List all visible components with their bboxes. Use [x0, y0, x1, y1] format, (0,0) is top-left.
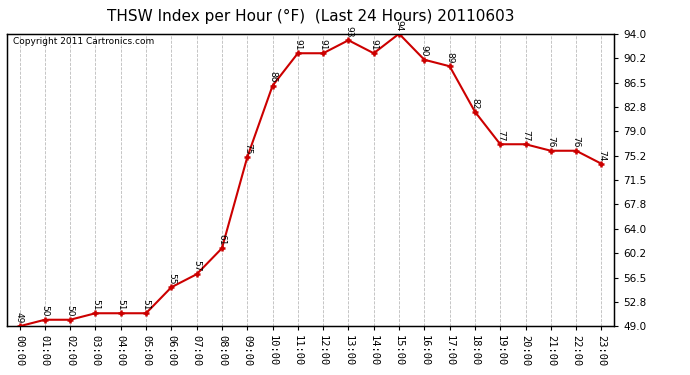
Text: 50: 50 [66, 306, 75, 317]
Text: 77: 77 [495, 130, 505, 141]
Text: 61: 61 [217, 234, 226, 246]
Text: 82: 82 [471, 98, 480, 109]
Text: 77: 77 [521, 130, 530, 141]
Text: 91: 91 [293, 39, 302, 51]
Text: 51: 51 [116, 299, 126, 310]
Text: 57: 57 [192, 260, 201, 272]
Text: Copyright 2011 Cartronics.com: Copyright 2011 Cartronics.com [13, 37, 155, 46]
Text: 93: 93 [344, 26, 353, 38]
Text: 74: 74 [597, 150, 606, 161]
Text: 49: 49 [15, 312, 24, 324]
Text: 51: 51 [91, 299, 100, 310]
Text: 76: 76 [546, 136, 555, 148]
Text: 55: 55 [167, 273, 176, 285]
Text: 51: 51 [141, 299, 150, 310]
Text: 50: 50 [40, 306, 50, 317]
Text: 90: 90 [420, 45, 429, 57]
Text: 94: 94 [395, 20, 404, 31]
Text: 91: 91 [319, 39, 328, 51]
Text: 86: 86 [268, 72, 277, 83]
Text: THSW Index per Hour (°F)  (Last 24 Hours) 20110603: THSW Index per Hour (°F) (Last 24 Hours)… [107, 9, 514, 24]
Text: 75: 75 [243, 143, 252, 154]
Text: 89: 89 [445, 52, 454, 63]
Text: 91: 91 [369, 39, 378, 51]
Text: 76: 76 [571, 136, 581, 148]
